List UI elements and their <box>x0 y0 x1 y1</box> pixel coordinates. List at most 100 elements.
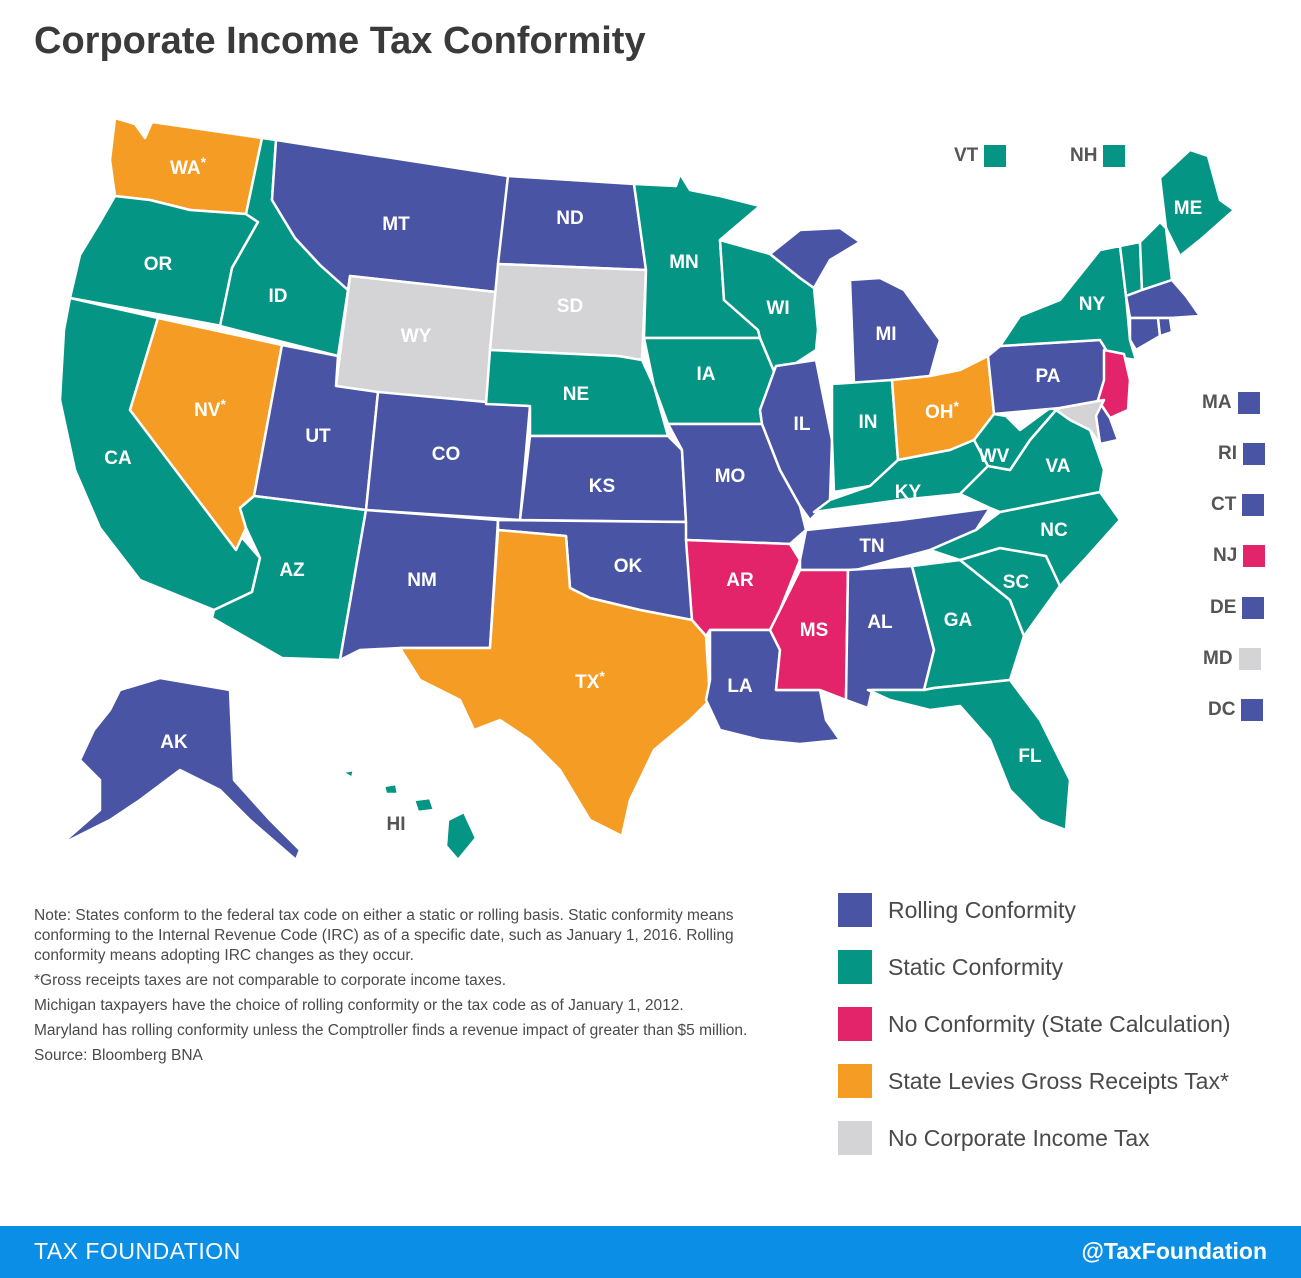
small-state-label: MA <box>1202 392 1232 413</box>
small-state-label: DC <box>1208 699 1236 720</box>
state-ME[interactable] <box>1158 148 1236 258</box>
small-state-DE: DE <box>1210 597 1265 619</box>
small-state-MA: MA <box>1202 392 1260 414</box>
legend-label: No Corporate Income Tax <box>888 1124 1150 1151</box>
state-NC[interactable] <box>928 490 1122 588</box>
label-VA: VA <box>1046 456 1071 477</box>
small-state-swatch <box>1103 145 1126 167</box>
label-NE: NE <box>563 384 589 405</box>
legend-item-static: Static Conformity <box>838 949 1231 985</box>
footer-brand: TAX FOUNDATION <box>34 1238 241 1264</box>
notes-block: Note: States conform to the federal tax … <box>34 906 794 1071</box>
small-state-label: NJ <box>1213 545 1238 566</box>
label-AR: AR <box>726 570 754 591</box>
label-NM: NM <box>407 570 437 591</box>
small-state-swatch <box>1242 597 1265 619</box>
legend-item-gross: State Levies Gross Receipts Tax* <box>838 1063 1231 1099</box>
note-gross-receipts: *Gross receipts taxes are not comparable… <box>34 972 507 989</box>
small-state-swatch <box>1238 648 1261 670</box>
legend-label: Static Conformity <box>888 953 1064 980</box>
note-conformity: Note: States conform to the federal tax … <box>34 907 734 964</box>
label-WA: WA* <box>170 154 207 179</box>
label-WY: WY <box>401 326 432 347</box>
small-state-VT: VT <box>954 145 1007 167</box>
state-NY[interactable] <box>998 244 1138 362</box>
small-state-swatch <box>1242 494 1265 516</box>
label-AK: AK <box>160 732 188 753</box>
label-NY: NY <box>1079 294 1106 315</box>
label-MO: MO <box>715 466 746 487</box>
small-state-label: VT <box>954 145 979 166</box>
label-TN: TN <box>859 536 884 557</box>
state-HI[interactable] <box>340 768 478 862</box>
label-MT: MT <box>382 214 410 235</box>
label-AL: AL <box>867 612 893 633</box>
label-WV: WV <box>979 446 1010 467</box>
legend-swatch <box>838 893 872 927</box>
map-title: Corporate Income Tax Conformity <box>34 20 646 62</box>
state-RI[interactable] <box>1156 316 1174 338</box>
label-CA: CA <box>104 448 132 469</box>
small-state-swatch <box>1243 443 1265 465</box>
note-maryland: Maryland has rolling conformity unless t… <box>34 1022 748 1039</box>
legend-item-rolling: Rolling Conformity <box>838 892 1231 928</box>
label-MS: MS <box>800 620 829 641</box>
footer-bar: TAX FOUNDATION @TaxFoundation <box>0 1226 1301 1278</box>
small-state-label: NH <box>1070 145 1098 166</box>
state-CT[interactable] <box>1128 316 1162 352</box>
label-UT: UT <box>305 426 331 447</box>
source: Source: Bloomberg BNA <box>34 1047 203 1064</box>
label-MI: MI <box>875 324 896 345</box>
legend-swatch <box>838 1121 872 1155</box>
note-michigan: Michigan taxpayers have the choice of ro… <box>34 997 684 1014</box>
small-state-label: RI <box>1218 443 1237 464</box>
small-state-NJ: NJ <box>1213 545 1266 567</box>
label-LA: LA <box>727 676 753 697</box>
label-HI: HI <box>387 814 406 835</box>
small-state-label: CT <box>1211 494 1237 515</box>
label-GA: GA <box>944 610 973 631</box>
state-AK[interactable] <box>58 676 302 862</box>
state-IL[interactable] <box>758 358 834 522</box>
label-SD: SD <box>557 296 583 317</box>
label-OK: OK <box>614 556 643 577</box>
state-MD[interactable] <box>1054 398 1106 446</box>
small-state-DC: DC <box>1208 699 1264 721</box>
small-state-NH: NH <box>1070 145 1126 167</box>
label-PA: PA <box>1036 366 1061 387</box>
label-IL: IL <box>794 414 811 435</box>
small-state-swatch <box>1241 699 1264 721</box>
state-NH[interactable] <box>1138 220 1174 292</box>
legend-item-nocit: No Corporate Income Tax <box>838 1120 1231 1156</box>
legend-swatch <box>838 950 872 984</box>
legend-swatch <box>838 1064 872 1098</box>
state-FL[interactable] <box>866 678 1072 832</box>
state-NJ[interactable] <box>1096 348 1132 420</box>
small-state-label: DE <box>1210 597 1237 618</box>
label-IN: IN <box>859 412 878 433</box>
small-state-label: MD <box>1203 648 1233 669</box>
label-KS: KS <box>589 476 615 497</box>
label-MN: MN <box>669 252 699 273</box>
label-ND: ND <box>556 208 583 229</box>
label-SC: SC <box>1003 572 1030 593</box>
label-ME: ME <box>1174 198 1203 219</box>
legend-label: No Conformity (State Calculation) <box>888 1010 1231 1037</box>
footer-handle[interactable]: @TaxFoundation <box>1081 1238 1267 1264</box>
legend: Rolling Conformity Static Conformity No … <box>838 892 1231 1177</box>
label-IA: IA <box>697 364 716 385</box>
label-NC: NC <box>1040 520 1068 541</box>
state-MI[interactable] <box>768 226 942 386</box>
us-map: WA* OR CA ID NV* MT WY UT AZ CO NM ND SD… <box>58 116 1236 862</box>
state-TX[interactable] <box>398 528 712 838</box>
label-CO: CO <box>432 444 461 465</box>
label-FL: FL <box>1018 746 1042 767</box>
small-state-RI: RI <box>1218 443 1265 465</box>
small-state-MD: MD <box>1203 648 1261 670</box>
legend-swatch <box>838 1007 872 1041</box>
small-state-swatch <box>1237 392 1260 414</box>
legend-item-none: No Conformity (State Calculation) <box>838 1006 1231 1042</box>
legend-label: State Levies Gross Receipts Tax* <box>888 1067 1229 1094</box>
small-state-swatch <box>1243 545 1266 567</box>
small-state-CT: CT <box>1211 494 1265 516</box>
